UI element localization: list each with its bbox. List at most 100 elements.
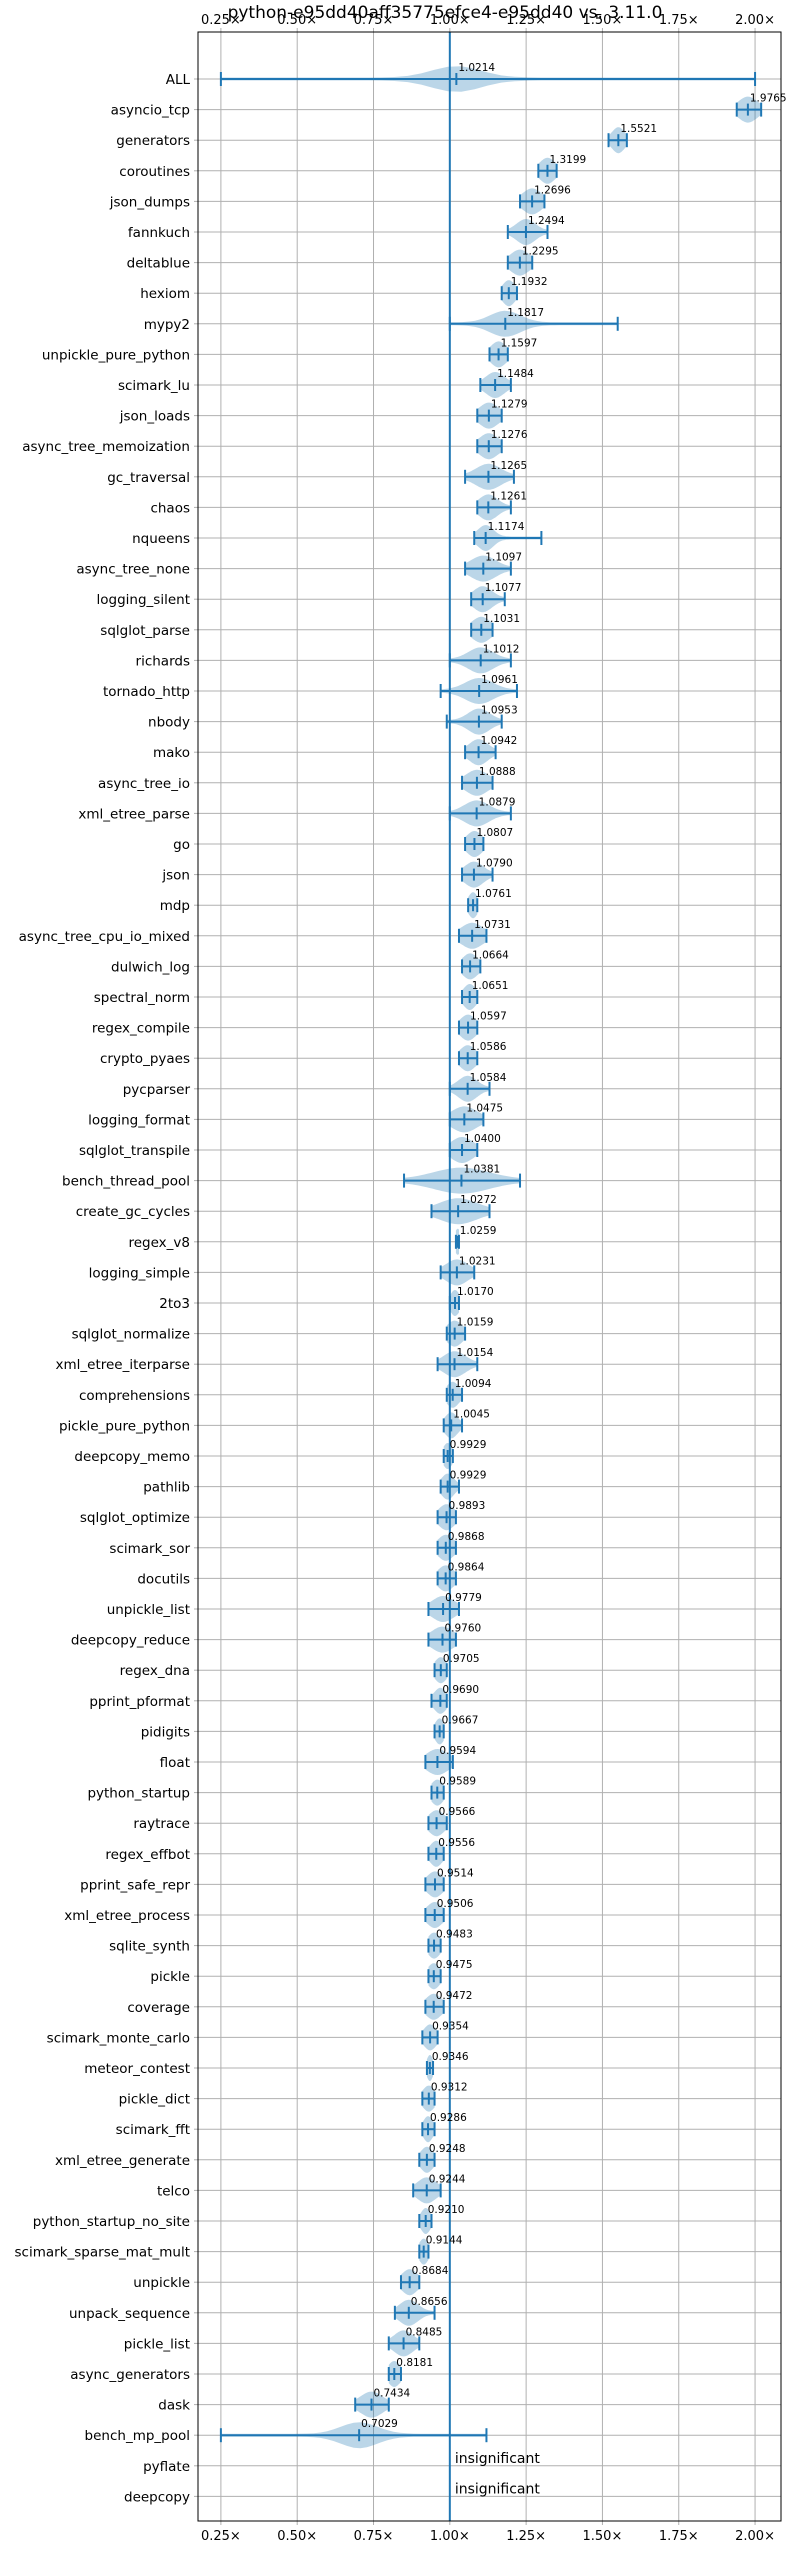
value-label: 0.9779	[445, 1592, 482, 1604]
y-tick-label: deepcopy_reduce	[71, 1633, 190, 1649]
value-label: 1.1097	[485, 552, 522, 564]
value-label: 0.9929	[450, 1470, 487, 1482]
y-tick-label: gc_traversal	[107, 470, 190, 486]
value-label: 1.0045	[453, 1408, 490, 1420]
value-label: 1.3199	[549, 154, 586, 166]
value-label: 1.1077	[485, 582, 522, 594]
y-tick-label: xml_etree_generate	[55, 2153, 190, 2169]
x-tick-label-bottom: 0.50×	[277, 2529, 317, 2544]
value-label: 0.9248	[429, 2143, 466, 2155]
value-label: 0.9506	[437, 1898, 474, 1910]
value-label: 1.2696	[534, 184, 571, 196]
y-tick-label: xml_etree_process	[64, 1908, 190, 1924]
y-tick-label: deltablue	[127, 256, 190, 272]
y-tick-label: unpickle_list	[107, 1602, 190, 1618]
value-label: 1.1484	[497, 368, 534, 380]
chart-title: python-e95dd40aff35775efce4-e95dd40 vs. …	[228, 3, 663, 23]
value-label: 0.7434	[373, 2388, 410, 2400]
value-label: 0.9868	[448, 1531, 485, 1543]
y-tick-label: pickle_pure_python	[59, 1418, 190, 1434]
y-tick-label: json	[161, 868, 190, 884]
x-tick-label-top: 1.25×	[506, 13, 546, 28]
value-label: 1.1012	[483, 643, 520, 655]
value-label: 1.0879	[479, 796, 516, 808]
y-tick-label: meteor_contest	[84, 2061, 190, 2077]
x-tick-label-layer: 0.25× 0.25× 0.50× 0.50× 0.75× 0.75× 1.00× 1.00×…	[201, 13, 775, 2544]
y-tick-label: unpack_sequence	[69, 2306, 190, 2322]
x-tick-label-bottom: 1.00×	[430, 2529, 470, 2544]
value-label: 1.0231	[459, 1255, 496, 1267]
value-label: 1.0170	[457, 1286, 494, 1298]
y-tick-label: async_tree_io	[98, 776, 190, 792]
value-label: 0.9210	[428, 2204, 465, 2216]
y-tick-label: logging_format	[88, 1112, 190, 1128]
value-label: 0.9346	[432, 2051, 469, 2063]
y-tick-label: unpickle	[133, 2275, 190, 2291]
value-label: 0.9760	[444, 1623, 481, 1635]
y-tick-label: tornado_http	[103, 684, 190, 700]
value-label: 0.9475	[436, 1959, 473, 1971]
insignificant-label: insignificant	[455, 2451, 541, 2467]
value-label: 0.9472	[436, 1990, 473, 2002]
y-tick-label: spectral_norm	[94, 990, 190, 1006]
y-tick-label: dulwich_log	[111, 959, 190, 975]
x-tick-label-top: 0.50×	[277, 13, 317, 28]
value-label: 0.9244	[429, 2173, 466, 2185]
y-tick-label: create_gc_cycles	[76, 1204, 190, 1220]
y-tick-label: pprint_pformat	[89, 1694, 190, 1710]
value-label: 1.0259	[460, 1225, 497, 1237]
y-tick-label: python_startup	[87, 1786, 190, 1802]
value-label: 0.9893	[449, 1500, 486, 1512]
y-tick-label: unpickle_pure_python	[42, 347, 190, 363]
y-tick-label: pickle	[150, 1969, 190, 1985]
y-tick-label: scimark_lu	[118, 378, 190, 394]
value-label: 0.8656	[411, 2296, 448, 2308]
y-tick-label: pyflate	[143, 2459, 190, 2475]
value-label: 0.8485	[406, 2326, 443, 2338]
value-label: 0.8181	[396, 2357, 433, 2369]
value-label: 0.8684	[412, 2265, 449, 2277]
y-tick-label: go	[173, 837, 190, 853]
y-tick-label: logging_simple	[89, 1265, 190, 1281]
y-tick-label: logging_silent	[97, 592, 190, 608]
y-tick-label: scimark_sparse_mat_mult	[15, 2245, 190, 2261]
y-tick-label: async_tree_none	[76, 562, 190, 578]
x-tick-label-bottom: 2.00×	[735, 2529, 775, 2544]
value-label: 1.1597	[501, 337, 538, 349]
y-tick-label: 2to3	[159, 1296, 190, 1312]
y-tick-label: pprint_safe_repr	[80, 1877, 190, 1893]
y-tick-label: pathlib	[143, 1480, 190, 1496]
y-tick-label: richards	[136, 653, 190, 669]
x-tick-label-bottom: 1.25×	[506, 2529, 546, 2544]
y-tick-label: hexiom	[140, 286, 190, 302]
value-label: 0.9556	[438, 1837, 475, 1849]
y-tick-label: deepcopy_memo	[74, 1449, 190, 1465]
x-tick-label-top: 0.25×	[201, 13, 241, 28]
plot-frame	[197, 31, 782, 2522]
value-label: 1.0272	[460, 1194, 497, 1206]
y-tick-label: xml_etree_parse	[78, 806, 190, 822]
y-tick-label: regex_dna	[120, 1663, 190, 1679]
value-label: 1.0961	[481, 674, 518, 686]
y-tick-label: pickle_list	[124, 2336, 190, 2352]
y-tick-label: docutils	[137, 1571, 190, 1587]
value-label: 1.2494	[528, 215, 565, 227]
value-label: 0.9514	[437, 1867, 474, 1879]
value-label: 1.0651	[472, 980, 509, 992]
y-tick-label: bench_mp_pool	[85, 2428, 190, 2444]
y-tick-label: scimark_sor	[109, 1541, 190, 1557]
value-label: 0.9354	[432, 2020, 469, 2032]
y-tick-label: json_loads	[119, 409, 190, 425]
y-tick-label: crypto_pyaes	[100, 1051, 190, 1067]
value-label: 0.9690	[442, 1684, 479, 1696]
value-label: 1.0942	[481, 735, 518, 747]
value-label-layer: 1.0214 1.9765 1.5521 1.3199 1.2696 1.2494 1.22…	[361, 62, 786, 2497]
value-label: 1.0597	[470, 1011, 507, 1023]
value-label: 1.1265	[490, 460, 527, 472]
x-tick-label-top: 1.50×	[583, 13, 623, 28]
insignificant-label: insignificant	[455, 2481, 541, 2497]
value-label: 1.5521	[620, 123, 657, 135]
x-tick-label-top: 1.00×	[430, 13, 470, 28]
value-label: 1.0761	[475, 888, 512, 900]
